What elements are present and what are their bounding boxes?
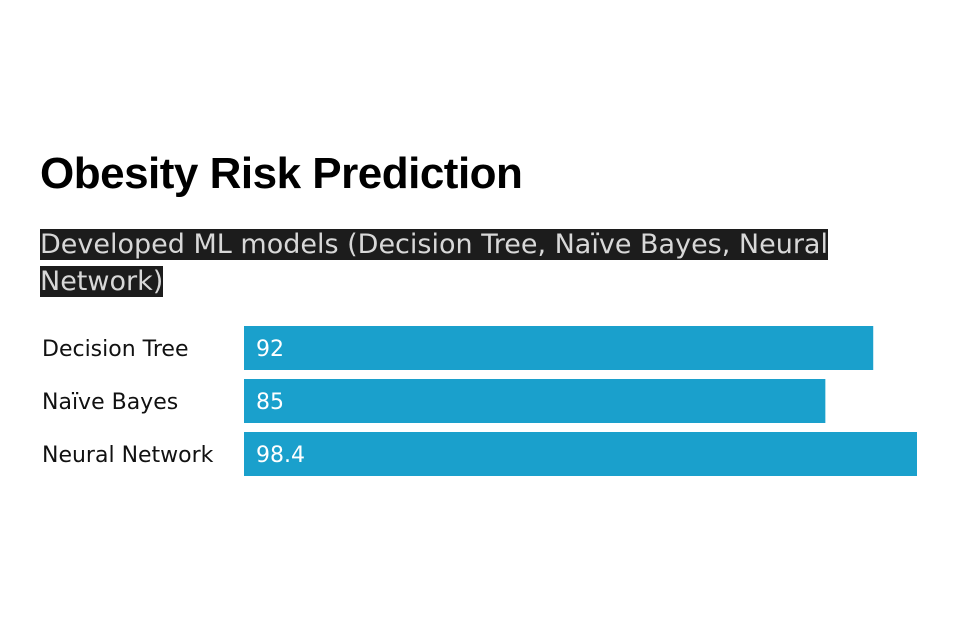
bar-value-label: 85	[256, 390, 284, 415]
chart-subtitle: Developed ML models (Decision Tree, Naïv…	[40, 226, 840, 300]
chart-title: Obesity Risk Prediction	[40, 149, 523, 198]
bar-value-label: 92	[256, 337, 284, 362]
category-label: Naïve Bayes	[42, 390, 178, 415]
category-label: Neural Network	[42, 443, 214, 468]
bar-value-label: 98.4	[256, 443, 305, 468]
bar	[244, 326, 874, 370]
bar	[244, 432, 917, 476]
bar	[244, 379, 826, 423]
category-label: Decision Tree	[42, 337, 189, 362]
